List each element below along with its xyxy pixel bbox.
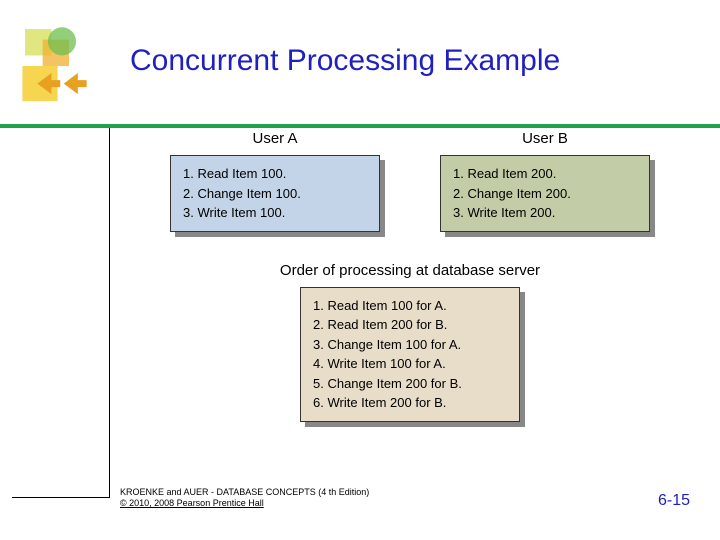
server-step: 5. Change Item 200 for B.: [313, 374, 507, 394]
user-b-step: 3. Write Item 200.: [453, 203, 637, 223]
server-step: 2. Read Item 200 for B.: [313, 315, 507, 335]
slide-title: Concurrent Processing Example: [130, 44, 560, 78]
user-a-step: 2. Change Item 100.: [183, 184, 367, 204]
user-a-column: User A 1. Read Item 100. 2. Change Item …: [170, 130, 380, 232]
user-b-column: User B 1. Read Item 200. 2. Change Item …: [440, 130, 650, 232]
server-step: 6. Write Item 200 for B.: [313, 393, 507, 413]
user-a-step: 3. Write Item 100.: [183, 203, 367, 223]
left-sidebar-frame: [12, 128, 110, 498]
slide-logo: [18, 22, 106, 110]
footer-line2: © 2010, 2008 Pearson Prentice Hall: [120, 498, 369, 510]
user-a-label: User A: [170, 130, 380, 147]
user-b-step: 2. Change Item 200.: [453, 184, 637, 204]
user-b-step: 1. Read Item 200.: [453, 164, 637, 184]
user-a-box: 1. Read Item 100. 2. Change Item 100. 3.…: [170, 155, 380, 232]
server-step: 4. Write Item 100 for A.: [313, 354, 507, 374]
page-number: 6-15: [658, 492, 690, 510]
server-section: Order of processing at database server 1…: [120, 262, 700, 422]
server-step: 1. Read Item 100 for A.: [313, 296, 507, 316]
slide-content: User A 1. Read Item 100. 2. Change Item …: [120, 130, 700, 422]
server-step: 3. Change Item 100 for A.: [313, 335, 507, 355]
user-a-step: 1. Read Item 100.: [183, 164, 367, 184]
footer-attribution: KROENKE and AUER - DATABASE CONCEPTS (4 …: [120, 487, 369, 510]
footer-line1: KROENKE and AUER - DATABASE CONCEPTS (4 …: [120, 487, 369, 499]
server-box: 1. Read Item 100 for A. 2. Read Item 200…: [300, 287, 520, 422]
server-label: Order of processing at database server: [120, 262, 700, 279]
user-b-label: User B: [440, 130, 650, 147]
user-b-box: 1. Read Item 200. 2. Change Item 200. 3.…: [440, 155, 650, 232]
